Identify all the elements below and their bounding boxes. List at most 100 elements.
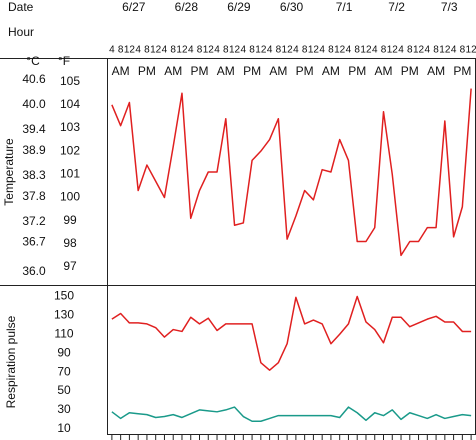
- y-tick-label: 100: [60, 190, 80, 204]
- hour: 8: [328, 45, 334, 56]
- series-line: [111, 406, 472, 423]
- date: 6/29: [227, 0, 251, 14]
- period: AM: [217, 64, 235, 78]
- period: AM: [164, 64, 182, 78]
- y2-tick-label: 37.2: [22, 214, 46, 228]
- hour: 8: [354, 45, 360, 56]
- period: AM: [322, 64, 340, 78]
- period: PM: [453, 64, 471, 78]
- fahrenheit-label: °F: [58, 54, 70, 68]
- celsius-label: °C: [26, 54, 40, 68]
- date: 7/1: [336, 0, 353, 14]
- hour: 8: [302, 45, 308, 56]
- hour-label: Hour: [8, 25, 34, 39]
- y-tick-label: 97: [63, 259, 77, 273]
- hour: 12: [255, 45, 267, 56]
- hour: 4: [135, 45, 141, 56]
- period: PM: [401, 64, 419, 78]
- plot-frame: [107, 58, 476, 435]
- hour: 4: [425, 45, 431, 56]
- y2-tick-label: 38.3: [22, 168, 46, 182]
- date: 6/28: [175, 0, 199, 14]
- hour: 8: [407, 45, 413, 56]
- hour: 12: [282, 45, 294, 56]
- hour: 8: [144, 45, 150, 56]
- period: PM: [138, 64, 156, 78]
- y-tick-label: 101: [60, 166, 80, 180]
- hour: 12: [203, 45, 215, 56]
- period: AM: [112, 64, 130, 78]
- y2-tick-label: 36.0: [22, 264, 46, 278]
- hour: 8: [433, 45, 439, 56]
- date: 7/2: [388, 0, 405, 14]
- hour: 8: [381, 45, 387, 56]
- period: AM: [269, 64, 287, 78]
- hour: 8: [249, 45, 255, 56]
- hour: 12: [334, 45, 346, 56]
- date: 6/30: [280, 0, 304, 14]
- hour: 12: [124, 45, 136, 56]
- y-tick-label: 104: [60, 97, 80, 111]
- y2-tick-label: 36.7: [22, 235, 46, 249]
- date: 6/27: [122, 0, 146, 14]
- hour: 12: [308, 45, 320, 56]
- hour: 8: [460, 45, 466, 56]
- hour: 12: [413, 45, 425, 56]
- date: 7/3: [441, 0, 458, 14]
- series-line: [111, 295, 472, 371]
- y2-tick-label: 40.6: [22, 72, 46, 86]
- period: PM: [191, 64, 209, 78]
- hour: 12: [176, 45, 188, 56]
- hour: 4: [188, 45, 194, 56]
- y2-tick-label: 39.4: [22, 122, 46, 136]
- period: PM: [296, 64, 314, 78]
- hour: 4: [109, 45, 115, 56]
- hour: 4: [398, 45, 404, 56]
- hour: 8: [223, 45, 229, 56]
- hour: 8: [197, 45, 203, 56]
- period: PM: [243, 64, 261, 78]
- y-tick-label: 130: [54, 308, 74, 322]
- hour: 4: [346, 45, 352, 56]
- period: AM: [427, 64, 445, 78]
- y-tick-label: 98: [63, 236, 77, 250]
- y-tick-label: 103: [60, 120, 80, 134]
- y-tick-label: 150: [54, 289, 74, 303]
- y-label: Temperature: [2, 138, 16, 206]
- hour: 12: [229, 45, 241, 56]
- hour: 8: [170, 45, 176, 56]
- hour: 8: [118, 45, 124, 56]
- date-label: Date: [8, 0, 34, 14]
- y-label: Respiration pulse: [4, 315, 18, 408]
- period: AM: [375, 64, 393, 78]
- series-line: [111, 88, 472, 257]
- hour: 12: [466, 45, 476, 56]
- y2-tick-label: 38.9: [22, 143, 46, 157]
- hour: 4: [372, 45, 378, 56]
- hour: 4: [214, 45, 220, 56]
- hour: 12: [360, 45, 372, 56]
- hour: 4: [451, 45, 457, 56]
- hour: 12: [439, 45, 451, 56]
- y-tick-label: 99: [63, 213, 77, 227]
- period: PM: [348, 64, 366, 78]
- y-tick-label: 70: [57, 364, 71, 378]
- hour: 4: [319, 45, 325, 56]
- y-tick-label: 102: [60, 143, 80, 157]
- hour: 4: [162, 45, 168, 56]
- y-tick-label: 50: [57, 383, 71, 397]
- y-tick-label: 10: [57, 421, 71, 435]
- hour: 4: [293, 45, 299, 56]
- hour: 12: [387, 45, 399, 56]
- hour: 4: [267, 45, 273, 56]
- hour: 12: [150, 45, 162, 56]
- y-tick-label: 30: [57, 402, 71, 416]
- y-tick-label: 105: [60, 74, 80, 88]
- y2-tick-label: 37.8: [22, 189, 46, 203]
- y-tick-label: 90: [57, 345, 71, 359]
- hour: 4: [241, 45, 247, 56]
- hour: 8: [276, 45, 282, 56]
- y2-tick-label: 40.0: [22, 97, 46, 111]
- y-tick-label: 110: [54, 326, 73, 340]
